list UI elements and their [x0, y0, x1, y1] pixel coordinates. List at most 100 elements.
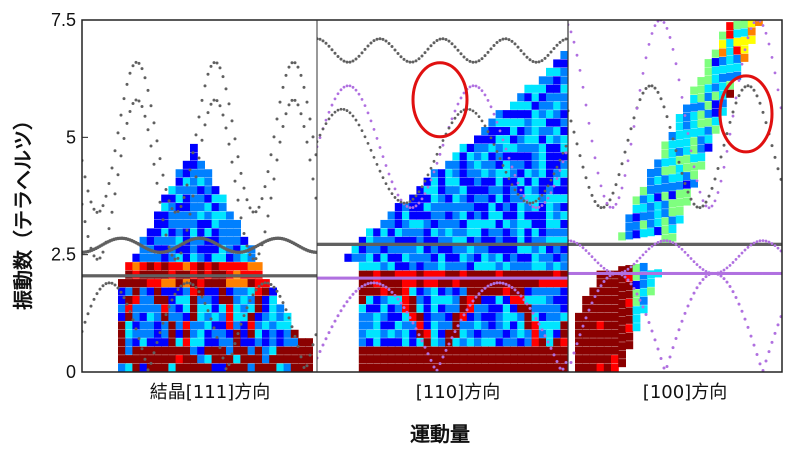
- heatmap-cell: [175, 245, 184, 254]
- dispersion-point: [167, 199, 171, 203]
- heatmap-cell: [380, 228, 389, 237]
- heatmap-cell: [538, 160, 547, 169]
- heatmap-cell: [488, 329, 497, 338]
- heatmap-cell: [218, 329, 227, 338]
- dispersion-point: [429, 44, 433, 48]
- dispersion-point: [465, 308, 469, 312]
- heatmap-cell: [423, 245, 432, 254]
- dispersion-point: [575, 342, 579, 346]
- heatmap-cell: [402, 295, 410, 305]
- dispersion-point: [462, 91, 466, 95]
- heatmap-cell: [531, 186, 540, 195]
- heatmap-cell: [211, 262, 220, 271]
- dispersion-point: [701, 277, 705, 281]
- dispersion-point: [453, 109, 457, 113]
- heatmap-cell: [358, 329, 367, 338]
- heatmap-cell: [596, 363, 605, 372]
- dispersion-point: [695, 286, 699, 290]
- dispersion-point: [498, 38, 502, 42]
- dispersion-point: [555, 43, 559, 47]
- dispersion-point: [314, 196, 317, 200]
- heatmap-cell: [438, 177, 446, 186]
- dispersion-point: [387, 187, 391, 191]
- heatmap-cell: [510, 211, 518, 220]
- dispersion-point: [89, 304, 93, 308]
- heatmap-cell: [298, 363, 306, 372]
- heatmap-cell: [459, 245, 468, 254]
- heatmap-cell: [546, 355, 554, 364]
- dispersion-point: [372, 39, 376, 43]
- heatmap-cell: [190, 262, 198, 271]
- heatmap-cell: [438, 253, 446, 262]
- dispersion-point: [134, 327, 138, 331]
- dispersion-point: [363, 104, 367, 108]
- heatmap-cell: [618, 299, 626, 309]
- dispersion-point: [284, 73, 288, 77]
- heatmap-cell: [380, 245, 389, 254]
- dispersion-point: [752, 343, 756, 347]
- dispersion-point: [89, 200, 93, 204]
- heatmap-cell: [254, 355, 263, 364]
- heatmap-cell: [409, 338, 417, 347]
- heatmap-cell: [380, 304, 389, 313]
- heatmap-cell: [182, 169, 191, 178]
- heatmap-cell: [517, 228, 525, 237]
- heatmap-cell: [430, 194, 439, 203]
- heatmap-cell: [168, 186, 177, 195]
- dispersion-point: [429, 166, 433, 170]
- dispersion-point: [251, 293, 255, 297]
- heatmap-cell: [452, 186, 461, 195]
- heatmap-cell: [190, 329, 198, 338]
- heatmap-cell: [474, 312, 482, 321]
- y-tick-label: 2.5: [51, 245, 76, 265]
- dispersion-point: [734, 101, 738, 105]
- heatmap-cell: [466, 295, 475, 305]
- heatmap-cell: [603, 279, 612, 288]
- heatmap-cell: [168, 211, 177, 220]
- dispersion-point: [686, 304, 690, 308]
- dispersion-point: [239, 171, 243, 175]
- dispersion-point: [336, 314, 340, 318]
- heatmap-cell: [197, 169, 205, 178]
- dispersion-point: [161, 218, 165, 222]
- heatmap-cell: [430, 253, 439, 262]
- heatmap-cell: [218, 194, 227, 203]
- heatmap-cell: [161, 245, 169, 254]
- heatmap-cell: [474, 211, 482, 220]
- heatmap-cell: [204, 245, 213, 254]
- heatmap-cell: [481, 186, 489, 195]
- heatmap-cell: [430, 312, 439, 321]
- heatmap-cell: [459, 270, 468, 279]
- dispersion-point: [333, 110, 337, 114]
- heatmap-cell: [683, 121, 691, 130]
- heatmap-cell: [154, 295, 162, 305]
- heatmap-cell: [502, 236, 511, 245]
- dispersion-point: [417, 190, 421, 194]
- dispersion-point: [698, 190, 702, 194]
- heatmap-cell: [262, 304, 270, 313]
- heatmap-cell: [481, 304, 489, 313]
- dispersion-point: [360, 51, 364, 55]
- dispersion-point: [543, 56, 547, 60]
- heatmap-cell: [466, 363, 475, 372]
- dispersion-point: [140, 347, 144, 351]
- heatmap-cell: [423, 262, 432, 271]
- heatmap-cell: [582, 295, 590, 305]
- heatmap-cell: [218, 262, 227, 271]
- heatmap-cell: [502, 203, 511, 212]
- heatmap-cell: [661, 209, 670, 218]
- heatmap-cell: [211, 245, 220, 254]
- heatmap-cell: [125, 287, 133, 296]
- heatmap-cell: [538, 363, 547, 372]
- heatmap-cell: [132, 287, 141, 296]
- heatmap-cell: [668, 182, 677, 191]
- heatmap-cell: [733, 29, 742, 38]
- heatmap-cell: [226, 287, 234, 296]
- heatmap-cell: [517, 110, 525, 119]
- heatmap-cell: [502, 118, 511, 127]
- heatmap-cell: [474, 169, 482, 178]
- heatmap-cell: [125, 312, 133, 321]
- heatmap-cell: [423, 186, 432, 195]
- heatmap-cell: [711, 49, 720, 58]
- dispersion-point: [719, 155, 723, 159]
